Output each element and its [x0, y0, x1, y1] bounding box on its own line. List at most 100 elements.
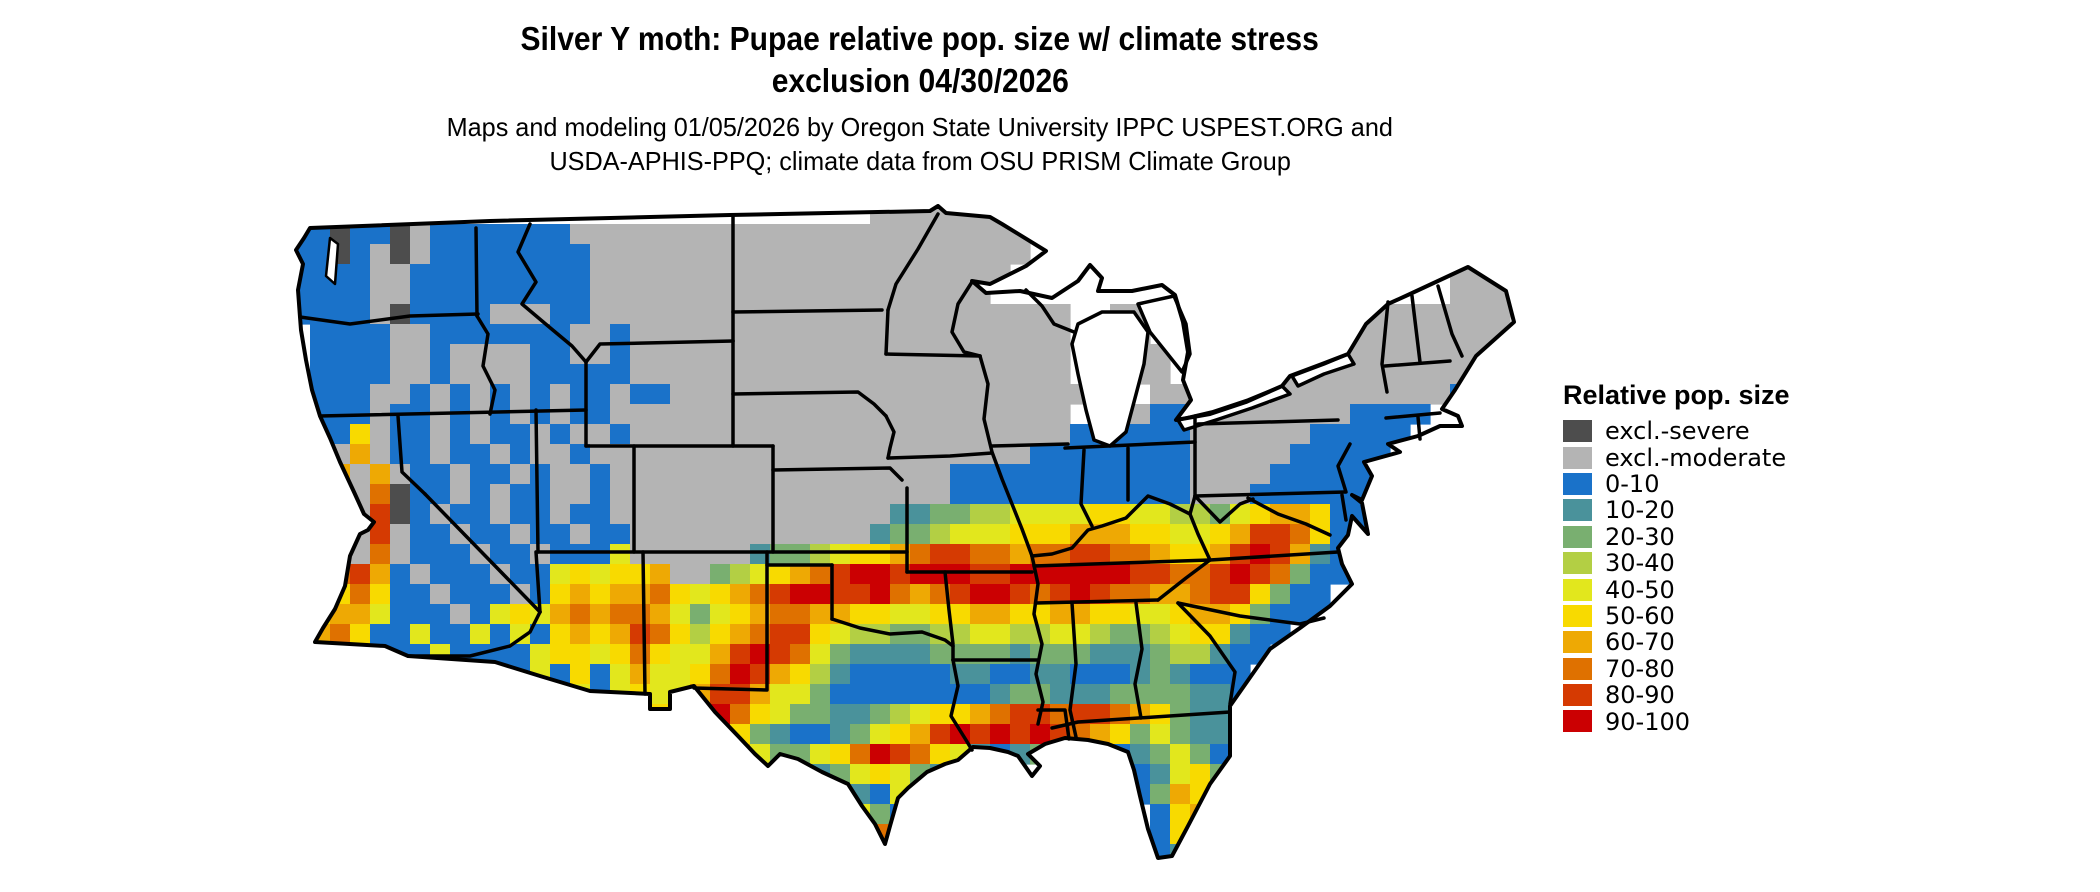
raster-cell — [1210, 684, 1231, 705]
legend-label: excl.-severe — [1605, 417, 1750, 446]
raster-cell — [390, 464, 411, 485]
raster-cell — [1190, 724, 1211, 745]
raster-cell — [1010, 564, 1131, 585]
raster-cell — [910, 704, 931, 725]
raster-cell — [1070, 664, 1131, 685]
raster-cell — [310, 524, 331, 545]
raster-cell — [790, 724, 831, 745]
raster-cell — [890, 524, 931, 545]
raster-cell — [390, 504, 411, 525]
raster-cell — [630, 484, 951, 505]
raster-cell — [350, 464, 371, 485]
raster-cell — [770, 604, 811, 625]
state-border — [1133, 601, 1144, 720]
legend-items: excl.-severe excl.-moderate 0-10 10-20 20-30… — [1563, 417, 1983, 736]
raster-cell — [390, 524, 411, 545]
raster-cell — [650, 644, 671, 665]
raster-cell — [970, 564, 1011, 585]
subtitle-line-1: Maps and modeling 01/05/2026 by Oregon S… — [446, 112, 1394, 142]
raster-cell — [610, 604, 631, 625]
legend-label: 20-30 — [1605, 522, 1675, 551]
raster-cell — [490, 604, 511, 625]
raster-cell — [790, 644, 811, 665]
raster-cell — [350, 444, 371, 465]
raster-cell — [710, 604, 731, 625]
raster-cell — [490, 544, 531, 565]
raster-cell — [390, 424, 431, 445]
raster-cell — [970, 604, 1011, 625]
raster-cell — [1150, 724, 1171, 745]
raster-cell — [830, 644, 851, 665]
raster-cell — [550, 644, 591, 665]
state-border — [1036, 708, 1071, 741]
raster-cell — [1230, 364, 1491, 385]
raster-cell — [1250, 604, 1271, 625]
raster-cell — [1170, 724, 1191, 745]
raster-cell — [410, 224, 431, 245]
raster-cell — [910, 784, 931, 805]
raster-cell — [630, 364, 1071, 385]
raster-cell — [670, 764, 691, 785]
raster-cell — [1150, 784, 1171, 805]
raster-cell — [1190, 464, 1271, 485]
raster-cell — [1190, 584, 1211, 605]
state-border — [1024, 288, 1076, 334]
state-border — [978, 354, 1034, 558]
raster-cell — [470, 484, 491, 505]
raster-cell — [850, 824, 871, 845]
raster-cell — [390, 544, 411, 565]
raster-cell — [450, 424, 471, 445]
raster-cell — [1110, 684, 1191, 705]
raster-cell — [710, 764, 731, 785]
raster-cell — [770, 624, 811, 645]
raster-cell — [1110, 624, 1151, 645]
raster-cell — [1130, 604, 1171, 625]
raster-cell — [630, 584, 651, 605]
raster-cell — [1110, 724, 1131, 745]
raster-cell — [630, 524, 871, 545]
raster-cell — [310, 444, 331, 465]
raster-cell — [670, 604, 691, 625]
state-border — [692, 550, 769, 692]
raster-cell — [590, 564, 611, 585]
raster-cell — [1210, 564, 1231, 585]
raster-cell — [610, 644, 631, 665]
state-border — [474, 226, 479, 318]
state-border — [830, 617, 955, 648]
raster-cell — [530, 344, 571, 365]
raster-cell — [690, 764, 711, 785]
raster-cell — [1210, 584, 1251, 605]
raster-cell — [550, 684, 571, 705]
state-border — [886, 212, 940, 312]
state-border — [1196, 418, 1340, 426]
legend-swatch — [1563, 604, 1592, 627]
raster-cell — [770, 664, 791, 685]
raster-cell — [450, 604, 471, 625]
raster-cell — [610, 584, 631, 605]
state-border — [1380, 300, 1390, 394]
state-border — [1156, 558, 1212, 602]
raster-cell — [450, 344, 531, 365]
raster-cell — [370, 384, 411, 405]
raster-cell — [450, 384, 471, 405]
raster-cell — [1310, 504, 1331, 525]
raster-cell — [870, 724, 891, 745]
raster-cell — [430, 384, 451, 405]
raster-cell — [590, 604, 611, 625]
raster-cell — [530, 444, 571, 465]
raster-cell — [710, 564, 731, 585]
raster-cell — [410, 564, 431, 585]
legend-label: excl.-moderate — [1605, 443, 1787, 472]
state-borders — [298, 212, 1464, 752]
raster-cell — [1090, 624, 1111, 645]
raster-cell — [370, 524, 391, 545]
raster-cell — [610, 664, 631, 685]
raster-cell — [1310, 324, 1511, 345]
raster-cell — [370, 444, 391, 465]
raster-cell — [1230, 784, 1251, 805]
raster-cell — [1290, 584, 1331, 605]
raster-cell — [870, 524, 891, 545]
raster-cell — [1190, 424, 1311, 445]
raster-cell — [550, 604, 571, 625]
raster-cell — [930, 524, 951, 545]
